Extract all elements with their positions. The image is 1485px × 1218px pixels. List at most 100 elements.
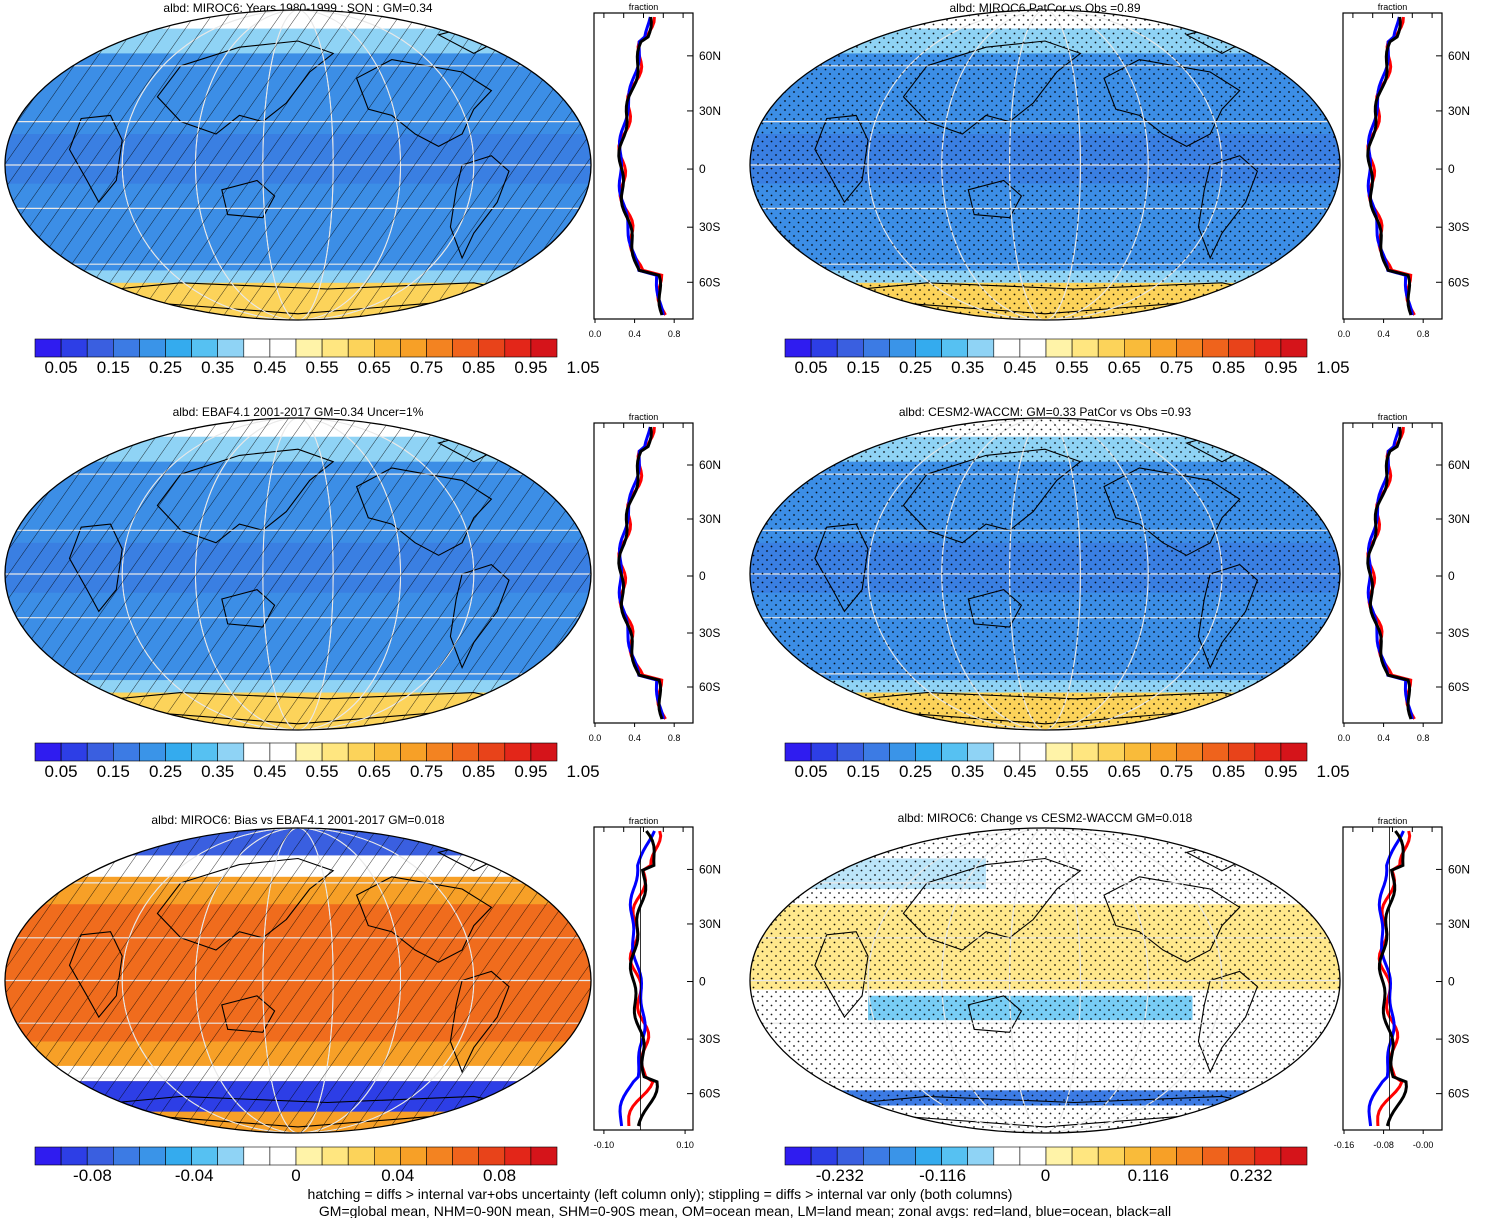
colorbar-label: 0.75 bbox=[410, 762, 443, 781]
colorbar-swatch bbox=[452, 1146, 480, 1166]
colorbar-swatch bbox=[1228, 1146, 1256, 1166]
zonal-tick-label: 0.0 bbox=[1338, 329, 1351, 339]
colorbar-swatch bbox=[810, 1146, 838, 1166]
lat-label: 60N bbox=[699, 458, 721, 472]
colorbar-label: 0.65 bbox=[1108, 762, 1141, 781]
panel-p3: albd: EBAF4.1 2001-2017 GM=0.34 Uncer=1%… bbox=[4, 405, 721, 781]
colorbar-swatch bbox=[784, 742, 812, 762]
colorbar-swatch bbox=[321, 338, 349, 358]
colorbar-swatch bbox=[504, 742, 532, 762]
colorbar-swatch bbox=[862, 1146, 890, 1166]
colorbar-label: 0.25 bbox=[149, 358, 182, 377]
colorbar-label: 0.15 bbox=[847, 358, 880, 377]
colorbar-swatch bbox=[1097, 742, 1125, 762]
map-p4 bbox=[749, 417, 1341, 731]
colorbar-swatch bbox=[1071, 338, 1099, 358]
colorbar-swatch bbox=[86, 742, 114, 762]
colorbar-label: 0.15 bbox=[97, 358, 130, 377]
colorbar-swatch bbox=[836, 338, 864, 358]
zonal-xlabel: fraction bbox=[1378, 816, 1408, 826]
zonal-tick-label: 0.8 bbox=[668, 733, 681, 743]
colorbar-label: 1.05 bbox=[567, 762, 600, 781]
lat-label: 0 bbox=[1448, 975, 1455, 989]
lat-label: 30N bbox=[1448, 104, 1470, 118]
colorbar-swatch bbox=[113, 742, 140, 762]
colorbar-swatch bbox=[400, 1146, 427, 1166]
colorbar-swatch bbox=[347, 338, 375, 358]
lat-label: 60S bbox=[1448, 680, 1469, 694]
colorbar-swatch bbox=[1202, 338, 1229, 358]
colorbar-swatch bbox=[1097, 1146, 1125, 1166]
zonal-land-curve bbox=[1366, 426, 1416, 720]
zonal-tick-label: 0.4 bbox=[1377, 329, 1390, 339]
lat-label: 60S bbox=[1448, 275, 1469, 289]
colorbar-label: 0.95 bbox=[514, 762, 547, 781]
colorbar: -0.08 -0.04 0 0.04 0.08 bbox=[34, 1146, 558, 1185]
zonal-plot: fraction 60N 30N 0 30S 60S 0.0 0.4 0.8 bbox=[1338, 412, 1470, 743]
zonal-tick-label: -0.00 bbox=[1413, 1140, 1434, 1150]
colorbar-swatch bbox=[269, 1146, 297, 1166]
lat-label: 30N bbox=[699, 104, 721, 118]
colorbar-label: 0.95 bbox=[1264, 358, 1297, 377]
zonal-tick-label: 0.0 bbox=[589, 329, 602, 339]
colorbar-swatch bbox=[165, 742, 192, 762]
colorbar-swatch bbox=[504, 338, 532, 358]
colorbar-swatch bbox=[862, 742, 890, 762]
colorbar-label: 0.85 bbox=[1212, 358, 1245, 377]
zonal-all-curve bbox=[628, 830, 659, 1127]
colorbar-label: 0.75 bbox=[1160, 358, 1193, 377]
colorbar-label: 0 bbox=[291, 1166, 300, 1185]
colorbar-swatch bbox=[1150, 338, 1177, 358]
colorbar-label: 0.15 bbox=[97, 762, 130, 781]
colorbar-swatch bbox=[915, 742, 942, 762]
colorbar-swatch bbox=[1019, 338, 1047, 358]
colorbar-label: 0.85 bbox=[1212, 762, 1245, 781]
colorbar-swatch bbox=[243, 742, 271, 762]
zonal-land-curve bbox=[1366, 16, 1416, 316]
lat-label: 30S bbox=[699, 1032, 720, 1046]
zonal-plot: fraction 60N 30N 0 30S 60S -0.16 -0.08 -0.00 bbox=[1334, 816, 1470, 1150]
colorbar-label: 0.35 bbox=[201, 358, 234, 377]
colorbar-swatch bbox=[139, 1146, 166, 1166]
lat-label: 30S bbox=[1448, 626, 1469, 640]
colorbar-label: 0.25 bbox=[899, 762, 932, 781]
colorbar-swatch bbox=[1202, 742, 1229, 762]
colorbar-label: 0.85 bbox=[462, 762, 495, 781]
colorbar-swatch bbox=[967, 1146, 995, 1166]
colorbar-label: 0.85 bbox=[462, 358, 495, 377]
zonal-tick-label: 0.8 bbox=[668, 329, 681, 339]
colorbar-label: -0.08 bbox=[73, 1166, 112, 1185]
lat-label: 60N bbox=[1448, 458, 1470, 472]
colorbar-swatch bbox=[915, 338, 942, 358]
colorbar-swatch bbox=[400, 338, 427, 358]
lat-label: 60S bbox=[699, 680, 720, 694]
lat-label: 30S bbox=[1448, 1032, 1469, 1046]
colorbar-swatch bbox=[426, 1146, 453, 1166]
colorbar-swatch bbox=[217, 742, 245, 762]
zonal-xlabel: fraction bbox=[629, 816, 659, 826]
colorbar-swatch bbox=[191, 1146, 219, 1166]
lat-label: 30N bbox=[699, 512, 721, 526]
colorbar-swatch bbox=[139, 338, 166, 358]
colorbar-label: 0.15 bbox=[847, 762, 880, 781]
colorbar-swatch bbox=[1124, 338, 1151, 358]
panel-p6: albd: MIROC6: Change vs CESM2-WACCM GM=0… bbox=[749, 811, 1470, 1185]
panel-title: albd: MIROC6: Change vs CESM2-WACCM GM=0… bbox=[898, 811, 1193, 825]
colorbar-swatch bbox=[1228, 338, 1256, 358]
colorbar-swatch bbox=[165, 1146, 192, 1166]
zonal-tick-label: 0.0 bbox=[1338, 733, 1351, 743]
zonal-xlabel: fraction bbox=[629, 2, 659, 12]
colorbar-swatch bbox=[400, 742, 427, 762]
colorbar-label: 1.05 bbox=[1317, 358, 1350, 377]
lat-label: 60N bbox=[699, 862, 721, 876]
colorbar-swatch bbox=[836, 1146, 864, 1166]
zonal-tick-label: 0.4 bbox=[1377, 733, 1390, 743]
zonal-xlabel: fraction bbox=[1378, 412, 1408, 422]
zonal-tick-label: -0.10 bbox=[594, 1140, 615, 1150]
colorbar-label: 0.25 bbox=[899, 358, 932, 377]
panel-p1: albd: MIROC6: Years 1980-1999 : SON : GM… bbox=[4, 1, 721, 377]
zonal-xlabel: fraction bbox=[1378, 2, 1408, 12]
zonal-all-curve bbox=[617, 426, 664, 720]
colorbar-swatch bbox=[889, 742, 916, 762]
lat-label: 60N bbox=[1448, 862, 1470, 876]
